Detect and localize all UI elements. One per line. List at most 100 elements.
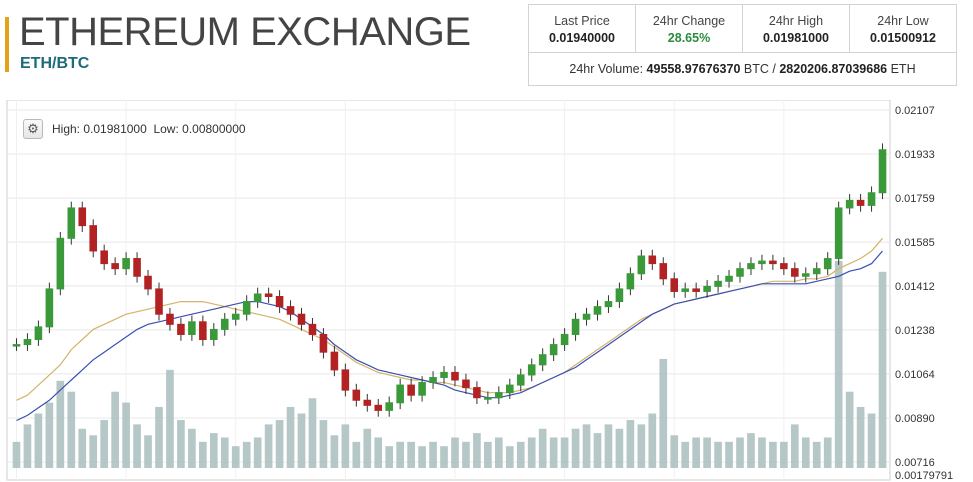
volume-bar (549, 437, 558, 468)
volume-bar (253, 437, 262, 468)
candle-body (582, 313, 591, 320)
candle-body (12, 344, 21, 347)
candle-body (484, 397, 492, 400)
low-label: 24hr Low (877, 14, 929, 28)
chart-settings-button[interactable]: ⚙ (23, 119, 43, 139)
candle-body (670, 278, 679, 292)
volume-bar (23, 424, 32, 468)
candle-body (473, 387, 481, 399)
candle-body (856, 199, 865, 206)
candle-body (593, 306, 602, 315)
candle-body (264, 293, 273, 298)
candle-body (133, 258, 141, 277)
volume-bar (725, 441, 733, 468)
candle-body (626, 273, 635, 290)
last-price-value: 0.01940000 (548, 31, 616, 45)
volume-bar (155, 406, 163, 468)
volume-bar (659, 359, 668, 468)
candle-body (538, 354, 547, 366)
volume-bar (462, 441, 470, 468)
candle-body (659, 263, 668, 280)
y-tick-label: 0.01759 (895, 193, 935, 205)
volume-bar (681, 441, 690, 468)
candle-body (462, 379, 470, 389)
y-tick-label: 0.00890 (895, 413, 935, 425)
chart-low-label: Low: (153, 122, 179, 136)
moving-average-line (16, 250, 883, 422)
price-chart-svg: 0.02107 0.01933 0.01759 0.01585 0.01412 0.012… (6, 100, 953, 482)
candle-body (681, 288, 689, 292)
candle-body (308, 323, 317, 335)
high-label: 24hr High (768, 14, 824, 28)
candle-body (34, 326, 43, 341)
volume-bar (812, 441, 821, 468)
volume-bar (352, 441, 361, 468)
candle-body (769, 260, 777, 265)
high-stat: 24hr High 0.01981000 (743, 5, 850, 52)
volume-bar (78, 428, 87, 468)
volume-bar (220, 437, 229, 468)
volume-bar (166, 369, 174, 468)
volume-bar (330, 435, 339, 468)
volume-btc-unit: BTC (743, 62, 769, 76)
volume-bar (484, 441, 492, 468)
market-stats-panel: Last Price 0.01940000 24hr Change 28.65%… (528, 4, 957, 86)
volume-bar (593, 433, 602, 468)
candle-body (725, 275, 733, 282)
candle-body (418, 382, 426, 396)
volume-btc-value: 49558.97676370 (646, 62, 741, 76)
volume-bar (286, 406, 295, 468)
candle-body (780, 263, 788, 270)
y-tick-label: 0.01585 (895, 237, 935, 249)
volume-bar (67, 391, 76, 468)
chart-high-label: High: (52, 122, 81, 136)
candle-body (736, 268, 744, 277)
volume-bar (297, 413, 306, 468)
volume-bar (736, 437, 744, 468)
volume-bar (790, 424, 799, 468)
volume-stat: 24hr Volume: 49558.97676370 BTC / 282020… (529, 53, 956, 86)
volume-bar (56, 380, 65, 468)
candle-body (56, 237, 65, 290)
volume-bar (34, 413, 43, 468)
volume-bar (363, 428, 372, 468)
volume-bar (385, 446, 394, 468)
change-label: 24hr Change (652, 14, 726, 28)
candle-body (495, 392, 503, 399)
candle-body (516, 374, 525, 386)
candle-body (253, 293, 262, 303)
volume-bar (188, 428, 196, 468)
candle-body (188, 321, 196, 335)
volume-bar (670, 435, 679, 468)
volume-eth-value: 2820206.87039686 (779, 62, 888, 76)
chart-bottom-label: 0.00179791 (895, 470, 953, 482)
candle-body (231, 313, 240, 320)
candle-body (122, 258, 130, 270)
volume-bar (538, 428, 547, 468)
last-price-stat: Last Price 0.01940000 (529, 5, 636, 52)
volume-bar (199, 441, 207, 468)
candle-body (845, 199, 854, 209)
page-title: ETHEREUM EXCHANGE (19, 10, 471, 54)
chart-low-value: 0.00800000 (182, 122, 246, 136)
candle-body (615, 288, 624, 303)
volume-bar (144, 435, 152, 468)
candle-body (440, 371, 448, 378)
y-tick-label: 0.01238 (895, 325, 935, 337)
gear-icon: ⚙ (27, 121, 39, 136)
volume-separator: / (772, 62, 776, 76)
volume-bar (122, 402, 130, 468)
y-tick-label: 0.01933 (895, 149, 935, 161)
volume-bar (703, 437, 711, 468)
candle-body (451, 371, 459, 381)
volume-bar (111, 391, 119, 468)
chart-high-value: 0.01981000 (83, 122, 147, 136)
candle-body (363, 399, 372, 406)
volume-bar (571, 428, 580, 468)
candle-body (396, 384, 404, 404)
candle-body (648, 255, 657, 265)
candle-body (791, 268, 799, 277)
price-chart[interactable]: 0.02107 0.01933 0.01759 0.01585 0.01412 0.012… (5, 100, 973, 482)
volume-bar (780, 441, 788, 468)
candle-body (275, 296, 284, 308)
